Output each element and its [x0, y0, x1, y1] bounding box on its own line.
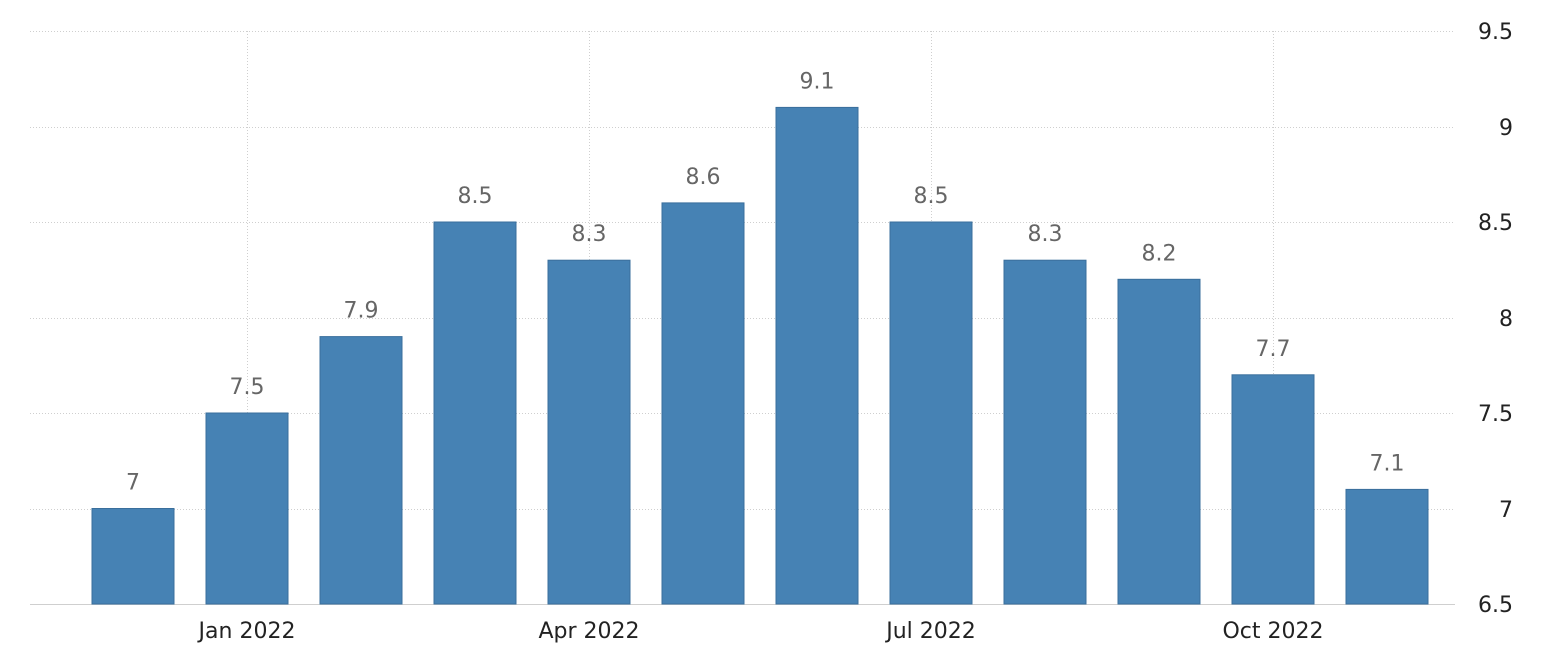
- bar-jul-2022: [889, 221, 973, 605]
- bar-nov-2022: [1345, 488, 1429, 605]
- x-tick-label: Apr 2022: [538, 619, 639, 644]
- y-tick-label: 9.5: [1478, 20, 1513, 45]
- bar-jun-2022: [775, 106, 859, 605]
- data-label: 7.1: [1370, 451, 1405, 476]
- y-axis: 6.5 7 7.5 8 8.5 9 9.5: [1478, 20, 1513, 618]
- y-tick-label: 8: [1499, 307, 1513, 332]
- bar-mar-2022: [433, 221, 517, 605]
- bar-oct-2022: [1231, 374, 1315, 605]
- x-tick-label: Jan 2022: [197, 619, 296, 644]
- bar-dec-2021: [91, 508, 175, 605]
- data-label: 8.6: [686, 165, 721, 190]
- data-label: 8.3: [1028, 222, 1063, 247]
- bar-may-2022: [661, 202, 745, 605]
- data-label: 7.9: [344, 299, 379, 324]
- data-label: 7.7: [1256, 337, 1291, 362]
- data-label: 7: [126, 471, 140, 496]
- y-tick-label: 9: [1499, 116, 1513, 141]
- bar-sep-2022: [1117, 278, 1201, 605]
- bar-aug-2022: [1003, 259, 1087, 605]
- y-tick-label: 6.5: [1478, 593, 1513, 618]
- bar-feb-2022: [319, 336, 403, 605]
- x-tick-label: Oct 2022: [1222, 619, 1323, 644]
- x-tick-label: Jul 2022: [884, 619, 976, 644]
- data-label: 8.5: [914, 184, 949, 209]
- y-tick-label: 7.5: [1478, 402, 1513, 427]
- bar-apr-2022: [547, 259, 631, 605]
- y-tick-label: 8.5: [1478, 211, 1513, 236]
- data-label: 8.3: [572, 222, 607, 247]
- bar-jan-2022: [205, 412, 289, 605]
- data-label: 8.5: [458, 184, 493, 209]
- data-label: 7.5: [230, 375, 265, 400]
- data-label: 9.1: [800, 69, 835, 94]
- x-axis: Jan 2022 Apr 2022 Jul 2022 Oct 2022: [197, 619, 1324, 644]
- bars: [91, 106, 1429, 605]
- data-label: 8.2: [1142, 241, 1177, 266]
- y-tick-label: 7: [1499, 498, 1513, 523]
- data-labels: 7 7.5 7.9 8.5 8.3 8.6 9.1 8.5 8.3 8.2 7.7 7.1: [126, 69, 1405, 495]
